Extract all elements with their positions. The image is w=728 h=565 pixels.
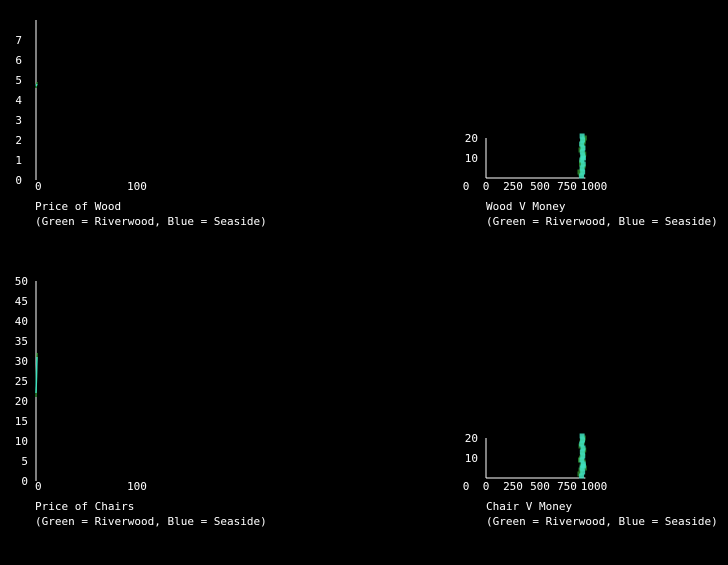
wood-v-money-point-seaside [579, 141, 585, 147]
wood-v-money-ytick-label-zero: 0 [463, 180, 470, 193]
price-of-chairs-ytick-label: 25 [15, 375, 28, 388]
chair-v-money-point-seaside [580, 437, 586, 443]
chair-v-money-xtick-label: 250 [503, 480, 523, 493]
chair-v-money-xtick-label: 750 [557, 480, 577, 493]
price-of-chairs-ytick-label: 10 [15, 435, 28, 448]
wood-v-money-xtick-label: 250 [503, 180, 523, 193]
wood-v-money-point-seaside [580, 155, 586, 161]
chair-v-money-xtick-label: 1000 [581, 480, 608, 493]
price-of-chairs-ytick-label: 45 [15, 295, 28, 308]
price-of-chairs-ytick-label: 0 [21, 475, 28, 488]
wood-v-money-point-seaside [580, 145, 586, 151]
price-of-wood-ytick-label: 1 [15, 154, 22, 167]
wood-v-money-point-seaside [579, 149, 585, 155]
wood-v-money-point-seaside [579, 133, 585, 139]
wood-v-money-xtick-label: 0 [483, 180, 490, 193]
price-of-wood-ytick-label: 7 [15, 34, 22, 47]
chair-v-money-title: Chair V Money [486, 500, 573, 513]
wood-v-money-xtick-label: 750 [557, 180, 577, 193]
wood-v-money-xtick-label: 1000 [581, 180, 608, 193]
price-of-wood-ytick-label: 2 [15, 134, 22, 147]
price-of-chairs-ytick-label: 40 [15, 315, 28, 328]
wood-v-money-subtitle: (Green = Riverwood, Blue = Seaside) [486, 215, 718, 228]
price-of-chairs-ytick-label: 15 [15, 415, 28, 428]
chart-price-of-chairs: 0 5 10 15 20 25 30 35 40 45 50 0 100 Price of Chairs… [0, 0, 360, 565]
price-of-chairs-series-seaside-line [35, 356, 38, 394]
price-of-chairs-subtitle: (Green = Riverwood, Blue = Seaside) [35, 515, 267, 528]
price-of-wood-ytick-label: 3 [15, 114, 22, 127]
wood-v-money-xtick-label: 500 [530, 180, 550, 193]
wood-v-money-point-seaside [579, 165, 585, 171]
price-of-chairs-ytick-label: 35 [15, 335, 28, 348]
wood-v-money-point-seaside [580, 137, 586, 143]
chair-v-money-point-seaside [579, 433, 585, 439]
price-of-chairs-ytick-label: 30 [15, 355, 28, 368]
price-of-wood-ytick-label: 4 [15, 94, 22, 107]
chair-v-money-ytick-label: 20 [465, 432, 478, 445]
price-of-wood-series-seaside-line [35, 83, 38, 87]
price-of-chairs-xtick-label: 0 [35, 480, 42, 493]
price-of-wood-subtitle: (Green = Riverwood, Blue = Seaside) [35, 215, 267, 228]
wood-v-money-point-seaside [580, 169, 586, 175]
chair-v-money-ytick-label-zero: 0 [463, 480, 470, 493]
price-of-wood-ytick-label: 5 [15, 74, 22, 87]
price-of-wood-xtick-label: 100 [127, 180, 147, 193]
chart-wood-v-money: 10 20 0 0 250 500 750 1000 Wood V Money (Green … [0, 0, 728, 240]
price-of-wood-xtick-label: 0 [35, 180, 42, 193]
price-of-wood-ytick-label: 6 [15, 54, 22, 67]
chair-v-money-point-seaside [579, 449, 585, 455]
chair-v-money-point-seaside [579, 457, 585, 463]
wood-v-money-point-seaside [580, 161, 586, 167]
wood-v-money-ytick-label: 20 [465, 132, 478, 145]
chair-v-money-point-seaside [579, 441, 585, 447]
chair-v-money-point-seaside [580, 445, 586, 451]
chair-v-money-xtick-label: 0 [483, 480, 490, 493]
chart-price-of-wood: 0 1 2 3 4 5 6 7 0 100 Price of Wood (Green = Rive… [0, 0, 360, 240]
chair-v-money-point-seaside [580, 453, 586, 459]
chair-v-money-point-seaside [580, 469, 586, 475]
price-of-chairs-ytick-label: 20 [15, 395, 28, 408]
wood-v-money-point-riverwood [577, 169, 583, 175]
wood-v-money-title: Wood V Money [486, 200, 566, 213]
chair-v-money-subtitle: (Green = Riverwood, Blue = Seaside) [486, 515, 718, 528]
chair-v-money-xtick-label: 500 [530, 480, 550, 493]
price-of-chairs-title: Price of Chairs [35, 500, 135, 513]
price-of-chairs-ytick-label: 5 [21, 455, 28, 468]
chair-v-money-point-seaside [580, 463, 586, 469]
wood-v-money-plot: 10 20 0 0 250 500 750 1000 [463, 132, 608, 193]
wood-v-money-ytick-label: 10 [465, 152, 478, 165]
price-of-chairs-ytick-label: 50 [15, 275, 28, 288]
chair-v-money-point-seaside [579, 473, 585, 479]
wood-v-money-point-seaside [579, 173, 585, 179]
price-of-wood-title: Price of Wood [35, 200, 122, 213]
price-of-chairs-xtick-label: 100 [127, 480, 147, 493]
price-of-wood-ytick-label: 0 [15, 174, 22, 187]
chair-v-money-ytick-label: 10 [465, 452, 478, 465]
